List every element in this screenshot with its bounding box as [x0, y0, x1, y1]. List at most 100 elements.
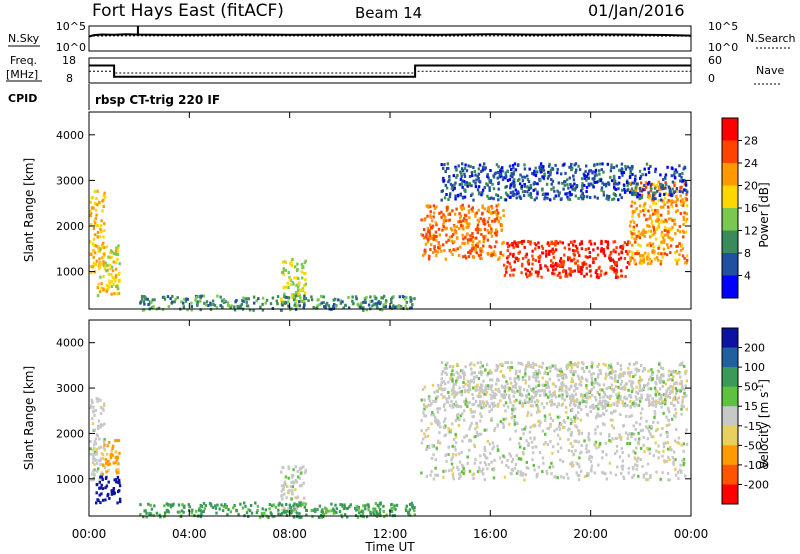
- cell-4: [354, 506, 357, 510]
- cell-6: [655, 382, 658, 386]
- cell-5: [585, 266, 588, 270]
- cell-4: [378, 511, 381, 515]
- cell-5: [437, 384, 440, 387]
- cell-5: [425, 405, 429, 409]
- cell-7: [580, 189, 583, 193]
- cell-6: [601, 388, 604, 392]
- cell-5: [488, 442, 492, 446]
- cell-6: [458, 386, 461, 390]
- cell-0: [98, 424, 102, 428]
- cell-3: [347, 306, 351, 310]
- cell-5: [454, 448, 457, 452]
- cell-4: [493, 219, 497, 223]
- cell-6: [670, 373, 673, 377]
- cell-5: [622, 477, 626, 481]
- cell-6: [658, 213, 661, 217]
- cell-6: [673, 183, 676, 187]
- cell-5: [582, 262, 585, 266]
- cell-7: [542, 175, 545, 179]
- cell-4: [492, 250, 495, 254]
- cell-6: [490, 378, 494, 382]
- cell-7: [454, 197, 457, 201]
- cell-5: [491, 441, 495, 445]
- cell-7: [554, 194, 557, 198]
- cell-6: [657, 258, 660, 262]
- cell-7: [471, 192, 474, 196]
- cell-4: [292, 504, 295, 508]
- cell-6: [679, 248, 683, 252]
- cell-1: [106, 264, 109, 268]
- cell-6: [455, 370, 458, 374]
- cell-7: [578, 168, 582, 172]
- velocity-bar-label: 15: [744, 400, 758, 413]
- cell-5: [431, 411, 434, 414]
- cell-7: [538, 165, 541, 169]
- cell-5: [570, 433, 573, 436]
- cell-6: [539, 394, 542, 397]
- cell-6: [599, 372, 603, 375]
- cell-5: [588, 438, 591, 442]
- cell-4: [216, 503, 219, 507]
- cell-2: [294, 302, 297, 305]
- cell-5: [578, 465, 581, 469]
- cell-5: [595, 446, 598, 450]
- cell-4: [499, 252, 502, 256]
- cell-3: [152, 305, 155, 309]
- cell-6: [623, 396, 626, 400]
- cell-5: [675, 428, 678, 432]
- cell-6: [671, 390, 674, 394]
- cell-5: [545, 469, 548, 473]
- cell-4: [447, 212, 450, 216]
- cell-6: [470, 367, 473, 371]
- cell-6: [599, 388, 602, 392]
- cell-1: [96, 294, 100, 298]
- cell-6: [482, 405, 486, 409]
- cell-4: [330, 502, 333, 506]
- cell-6: [597, 372, 600, 376]
- cell-7: [664, 173, 668, 177]
- cell-4: [195, 509, 198, 513]
- cell-5: [608, 434, 611, 438]
- cell-6: [559, 367, 562, 371]
- cell-3: [237, 306, 240, 310]
- cell-3: [293, 509, 296, 513]
- cell-6: [446, 361, 449, 365]
- cell-2: [301, 276, 304, 280]
- cell-4: [332, 507, 335, 511]
- cell-5: [511, 457, 515, 461]
- cell-4: [479, 217, 482, 221]
- cell-5: [422, 403, 426, 407]
- cell-7: [574, 162, 578, 166]
- cell-6: [526, 364, 530, 368]
- cell-2: [299, 296, 302, 300]
- cell-1: [119, 500, 122, 504]
- cell-4: [289, 505, 292, 509]
- cell-4: [466, 238, 470, 242]
- cell-4: [422, 236, 426, 240]
- cell-1: [114, 279, 117, 283]
- cell-5: [460, 470, 464, 474]
- cell-3: [261, 302, 264, 306]
- cell-5: [558, 427, 561, 431]
- cell-4: [188, 505, 191, 509]
- cell-7: [569, 164, 573, 168]
- cell-5: [427, 446, 431, 450]
- cell-3: [310, 298, 314, 302]
- cell-6: [648, 378, 651, 382]
- cell-7: [470, 194, 473, 197]
- cell-7: [673, 190, 676, 194]
- velocity-bar-label: -100: [744, 459, 769, 472]
- cell-5: [572, 252, 575, 256]
- cell-6: [663, 233, 666, 237]
- cell-7: [536, 190, 539, 194]
- cell-5: [473, 443, 476, 447]
- cell-5: [423, 398, 426, 402]
- cell-6: [645, 185, 648, 189]
- cell-4: [490, 211, 493, 215]
- cell-7: [444, 183, 447, 187]
- cell-4: [413, 506, 416, 509]
- cell-5: [468, 469, 472, 473]
- cell-7: [613, 179, 616, 183]
- cell-5: [628, 415, 631, 419]
- cell-5: [552, 242, 555, 246]
